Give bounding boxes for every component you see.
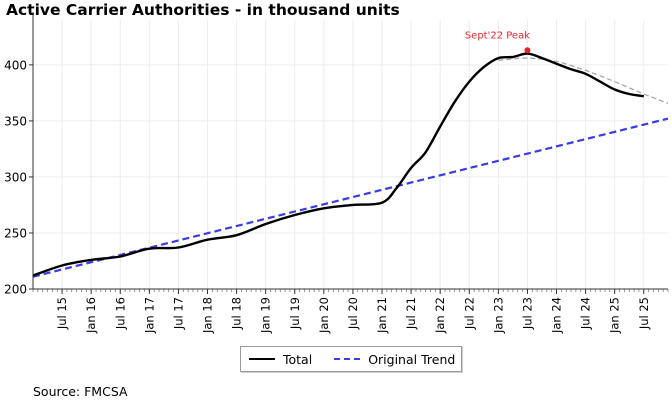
- x-tick-label: Jan 20: [317, 297, 331, 334]
- legend-item-total: Total: [249, 352, 312, 367]
- x-tick-label: Jan 21: [375, 297, 389, 334]
- annotation-marker: [524, 47, 531, 54]
- y-tick-label: 350: [4, 114, 27, 128]
- x-tick-label: Jul 21: [404, 297, 418, 330]
- x-tick-label: Jul 25: [637, 297, 651, 330]
- x-tick-label: Jul 18: [230, 297, 244, 330]
- axes: 200 250 300 350 400 Jul 15 Jan 16 Jul 16 Jan 17 J…: [4, 12, 669, 334]
- x-tick-label: Jul 22: [462, 297, 476, 330]
- projection-band: [498, 57, 668, 105]
- chart-title: Active Carrier Authorities - in thousand…: [6, 1, 400, 19]
- x-tick-label: Jul 20: [346, 297, 360, 330]
- x-tick-label: Jan 16: [84, 297, 98, 334]
- y-tick-label: 200: [4, 283, 27, 297]
- x-tick-label: Jan 19: [259, 297, 273, 334]
- chart-legend: Total Original Trend: [240, 346, 462, 372]
- x-tick-label: Jan 25: [608, 297, 622, 334]
- legend-swatch-original-trend: [334, 358, 361, 360]
- legend-label-total: Total: [283, 351, 313, 367]
- legend-swatch-total: [249, 358, 275, 360]
- y-tick-label: 250: [4, 226, 27, 240]
- gridlines: [33, 20, 668, 290]
- series-total: [33, 52, 644, 277]
- x-tick-label: Jul 19: [288, 297, 302, 330]
- x-tick-label: Jan 23: [491, 297, 505, 334]
- series-original-trend: [33, 117, 668, 278]
- x-tick-label: Jan 17: [142, 297, 156, 334]
- x-tick-label: Jul 17: [171, 297, 185, 330]
- legend-label-original-trend: Original Trend: [368, 351, 456, 367]
- annotation-label: Sept'22 Peak: [465, 30, 530, 41]
- x-tick-label: Jul 16: [113, 297, 127, 330]
- x-tick-label: Jul 24: [579, 297, 593, 330]
- projection-smooth-curve: [498, 57, 668, 105]
- source-note: Source: FMCSA: [33, 384, 128, 399]
- x-tick-label: Jan 24: [550, 297, 564, 334]
- y-tick-label: 400: [4, 58, 27, 72]
- x-tick-label: Jan 18: [201, 297, 215, 334]
- x-tick-label: Jul 23: [520, 297, 534, 330]
- y-tick-label: 300: [4, 170, 27, 184]
- x-tick-label: Jan 22: [433, 297, 447, 334]
- series-lines: [33, 52, 668, 278]
- x-tick-label: Jul 15: [55, 297, 69, 330]
- legend-item-original-trend: Original Trend: [334, 352, 455, 367]
